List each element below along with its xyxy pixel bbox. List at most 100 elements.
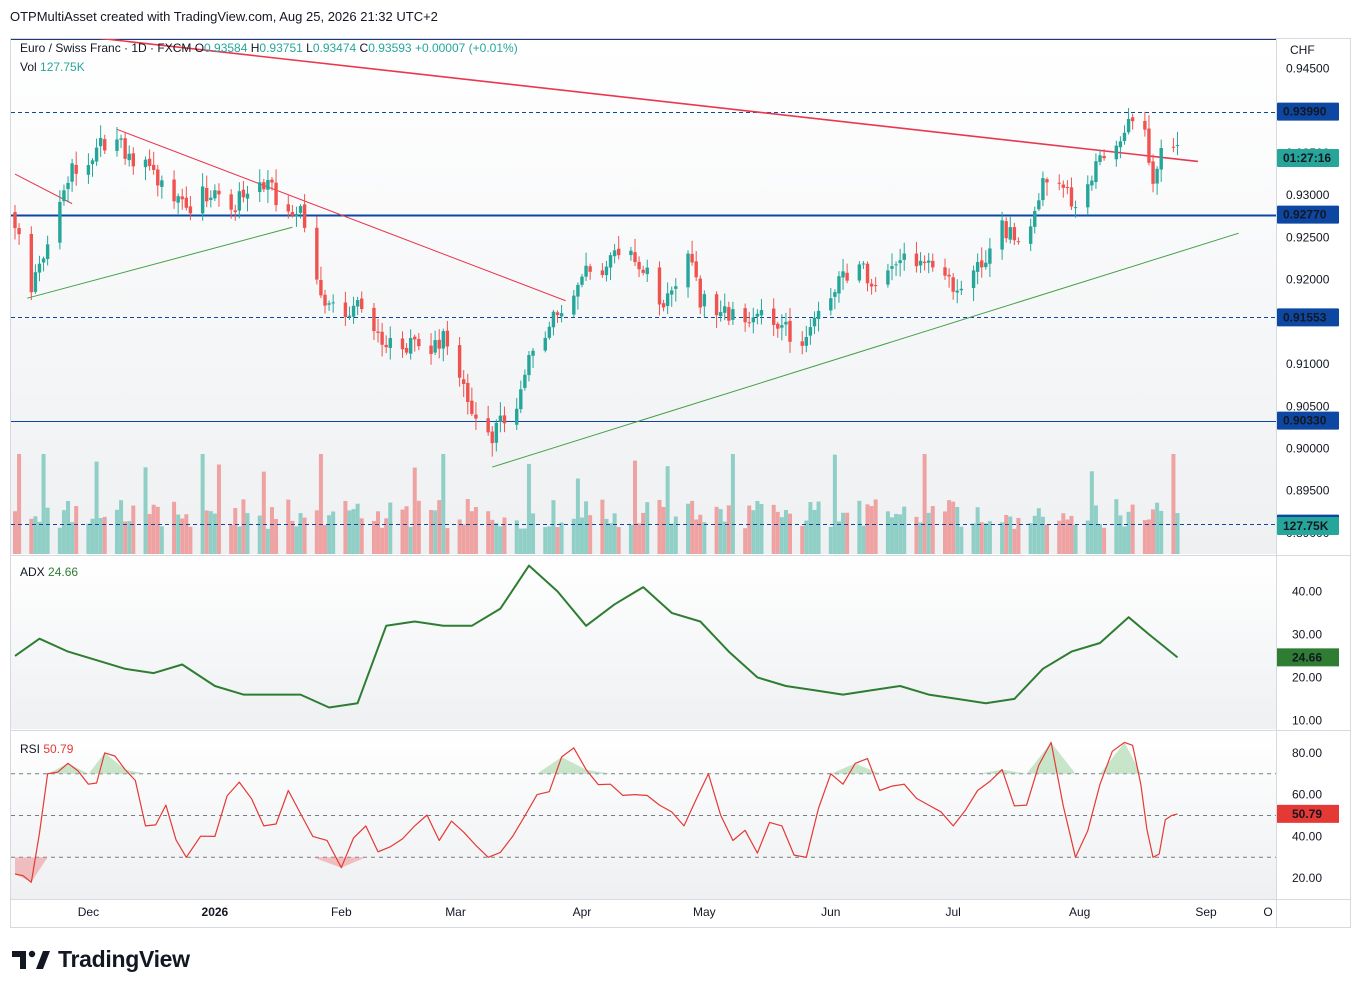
rsi-overbought-fill bbox=[104, 752, 126, 774]
volume-bar bbox=[1057, 520, 1062, 554]
volume-bar bbox=[294, 526, 299, 554]
trendline bbox=[98, 39, 1198, 163]
volume-bar bbox=[29, 518, 34, 554]
volume-bar bbox=[543, 527, 548, 554]
price-badge-label: 127.75K bbox=[1283, 519, 1329, 533]
volume-bar bbox=[526, 463, 531, 554]
tradingview-wordmark: TradingView bbox=[58, 946, 190, 972]
price-badge bbox=[1277, 308, 1339, 327]
candle-body bbox=[461, 379, 466, 385]
candle-body bbox=[205, 187, 209, 202]
candle-body bbox=[576, 284, 580, 297]
volume-bar bbox=[461, 524, 466, 554]
volume-bar bbox=[1118, 515, 1123, 554]
volume-bar bbox=[359, 518, 364, 554]
volume-bar bbox=[318, 454, 323, 554]
rsi-oversold-fill bbox=[312, 857, 342, 868]
candle-body bbox=[694, 261, 698, 278]
candle-body bbox=[1147, 128, 1151, 163]
candle-body bbox=[229, 194, 233, 210]
volume-bar bbox=[775, 511, 780, 554]
candle-body bbox=[1171, 146, 1176, 148]
volume-bar bbox=[323, 525, 328, 554]
candle-body bbox=[1155, 168, 1159, 184]
candle-body bbox=[926, 260, 931, 263]
rsi-overbought-fill bbox=[586, 769, 611, 774]
volume-bar bbox=[261, 471, 266, 554]
volume-bar bbox=[274, 519, 279, 554]
candle-body bbox=[645, 267, 649, 275]
candle-body bbox=[266, 179, 270, 190]
volume-bar bbox=[457, 519, 462, 554]
rsi-value-badge bbox=[1277, 804, 1339, 823]
candle-body bbox=[355, 300, 360, 307]
volume-bar bbox=[612, 513, 617, 554]
candle-body bbox=[143, 159, 148, 168]
volume-bar bbox=[327, 515, 332, 554]
volume-bar bbox=[898, 514, 903, 554]
candle-body bbox=[584, 265, 588, 277]
volume-bar bbox=[400, 509, 405, 554]
time-axis-label: Aug bbox=[1069, 905, 1090, 919]
volume-bar bbox=[180, 518, 185, 554]
candle-body bbox=[800, 341, 804, 346]
volume-bar bbox=[233, 508, 238, 554]
price-pane-background bbox=[11, 39, 1276, 554]
volume-bar bbox=[70, 522, 75, 554]
candle-body bbox=[347, 315, 352, 317]
volume-bar bbox=[645, 502, 650, 554]
volume-bar bbox=[184, 514, 189, 554]
volume-bar bbox=[865, 504, 870, 554]
volume-bar bbox=[119, 500, 124, 554]
trendline bbox=[27, 226, 293, 299]
price-tick-label: 0.91000 bbox=[1286, 357, 1330, 371]
rsi-line bbox=[14, 741, 1178, 883]
rsi-tick-label: 80.00 bbox=[1292, 746, 1322, 760]
candle-body bbox=[13, 212, 17, 229]
rsi-overbought-fill bbox=[1100, 742, 1125, 774]
volume-bar bbox=[1008, 516, 1013, 554]
volume-bar bbox=[441, 454, 446, 554]
volume-bar bbox=[1012, 528, 1017, 554]
volume-bar bbox=[208, 511, 213, 554]
candle-body bbox=[290, 212, 295, 216]
chart-frame[interactable]: 0.945000.935000.930000.925000.920000.910… bbox=[10, 38, 1351, 928]
chart-canvas[interactable]: 0.945000.935000.930000.925000.920000.910… bbox=[11, 39, 1350, 927]
volume-bar bbox=[575, 478, 580, 554]
candle-body bbox=[262, 182, 266, 190]
candle-body bbox=[184, 197, 189, 208]
candle-body bbox=[115, 139, 119, 151]
volume-bar bbox=[1159, 510, 1164, 554]
volume-bar bbox=[216, 464, 221, 554]
candle-body bbox=[670, 290, 674, 295]
candle-body bbox=[29, 233, 34, 293]
volume-bar bbox=[98, 517, 103, 554]
candle-body bbox=[873, 285, 878, 287]
rsi-overbought-fill bbox=[1002, 769, 1027, 774]
legend-part: 0.93593 bbox=[368, 41, 412, 55]
currency-label: CHF bbox=[1290, 43, 1315, 57]
candle-body bbox=[951, 277, 955, 292]
candle-body bbox=[380, 331, 384, 345]
candle-body bbox=[404, 347, 409, 353]
volume-bar bbox=[686, 503, 691, 554]
rsi-oversold-fill bbox=[15, 857, 32, 883]
candle-body bbox=[408, 338, 413, 354]
time-axis-label: Apr bbox=[573, 905, 592, 919]
volume-bar bbox=[433, 510, 438, 554]
volume-bar bbox=[828, 526, 833, 554]
volume-bar bbox=[94, 461, 99, 554]
candle-body bbox=[41, 258, 46, 263]
tradingview-logo[interactable]: TradingView bbox=[12, 946, 190, 973]
volume-bar bbox=[1069, 515, 1074, 554]
legend-part: H bbox=[247, 41, 259, 55]
volume-bar bbox=[490, 519, 495, 554]
candle-body bbox=[119, 138, 123, 140]
volume-bar bbox=[494, 523, 499, 554]
time-axis-label: 2026 bbox=[202, 905, 229, 919]
candle-body bbox=[657, 267, 662, 305]
adx-tick-label: 10.00 bbox=[1292, 713, 1322, 727]
rsi-tick-label: 40.00 bbox=[1292, 829, 1322, 843]
legend-part: 0.93584 bbox=[204, 41, 248, 55]
volume-bar bbox=[889, 517, 894, 554]
